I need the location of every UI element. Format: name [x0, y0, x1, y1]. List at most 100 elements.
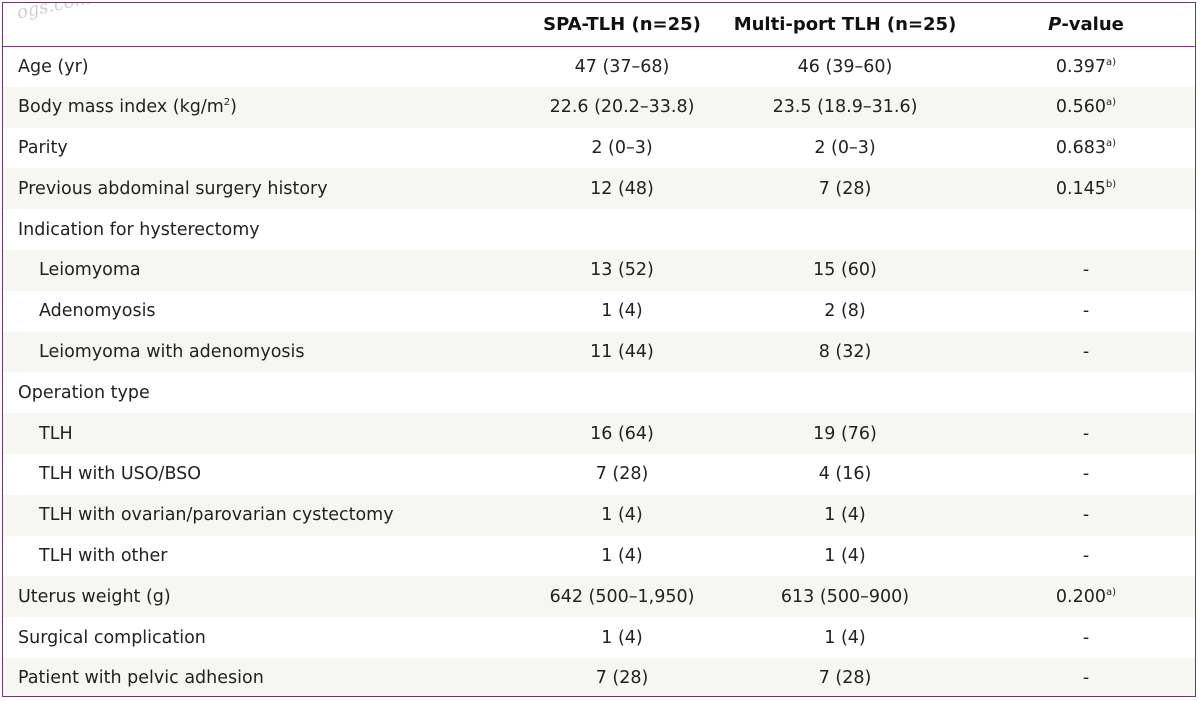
table-row: Adenomyosis 1 (4) 2 (8) - — [3, 290, 1195, 332]
multi-value: 7 (28) — [818, 178, 872, 199]
p-number: 0.200 — [1055, 586, 1107, 607]
row-label: Leiomyoma — [39, 260, 141, 281]
spa-value: 2 (0–3) — [591, 137, 653, 158]
spa-value: 642 (500–1,950) — [549, 586, 695, 607]
row-label: Previous abdominal surgery history — [18, 178, 328, 199]
multi-value: 7 (28) — [818, 668, 872, 689]
spa-value: 22.6 (20.2–33.8) — [549, 97, 695, 118]
table-row: Uterus weight (g) 642 (500–1,950) 613 (5… — [3, 576, 1195, 618]
multi-value: 4 (16) — [818, 464, 872, 485]
row-label-end: ) — [230, 97, 237, 118]
spa-value: 7 (28) — [595, 668, 649, 689]
spa-value: 7 (28) — [595, 464, 649, 485]
multi-value: 23.5 (18.9–31.6) — [772, 97, 918, 118]
spa-value — [529, 209, 715, 250]
p-value: - — [1082, 341, 1090, 362]
p-value: - — [1082, 505, 1090, 526]
row-label: Leiomyoma with adenomyosis — [39, 341, 305, 362]
p-value: - — [1082, 627, 1090, 648]
multi-value: 1 (4) — [824, 545, 866, 566]
spa-value: 1 (4) — [601, 545, 643, 566]
spa-value: 11 (44) — [590, 341, 654, 362]
multi-value: 1 (4) — [824, 505, 866, 526]
table-row: TLH with USO/BSO 7 (28) 4 (16) - — [3, 453, 1195, 495]
spa-value: 16 (64) — [590, 423, 654, 444]
table-row: Leiomyoma with adenomyosis 11 (44) 8 (32… — [3, 331, 1195, 373]
spa-value: 12 (48) — [590, 178, 654, 199]
multi-value: 2 (8) — [824, 301, 866, 322]
p-footnote: b) — [1105, 178, 1117, 190]
spa-value: 1 (4) — [601, 505, 643, 526]
p-footnote: a) — [1106, 56, 1117, 68]
section-label: Operation type — [18, 382, 150, 403]
p-footnote: a) — [1106, 97, 1117, 109]
p-number: 0.683 — [1055, 137, 1107, 158]
row-label: Parity — [18, 137, 68, 158]
spa-value: 1 (4) — [601, 627, 643, 648]
table-row: Patient with pelvic adhesion 7 (28) 7 (2… — [3, 657, 1195, 696]
multi-value: 613 (500–900) — [780, 586, 910, 607]
multi-value — [715, 209, 975, 250]
spa-value: 47 (37–68) — [574, 56, 670, 77]
row-label-text: Body mass index (kg/m — [18, 97, 224, 118]
header-multiport-tlh: Multi-port TLH (n=25) — [733, 13, 957, 35]
row-label: TLH with ovarian/parovarian cystectomy — [39, 505, 394, 526]
p-value — [975, 372, 1195, 413]
multi-value: 19 (76) — [813, 423, 877, 444]
row-label: Uterus weight (g) — [18, 586, 171, 607]
spa-value — [529, 372, 715, 413]
multi-value: 15 (60) — [813, 260, 877, 281]
row-label: Adenomyosis — [39, 301, 156, 322]
p-value: - — [1082, 545, 1090, 566]
table-row: Previous abdominal surgery history 12 (4… — [3, 168, 1195, 210]
row-label: Age (yr) — [18, 56, 89, 77]
row-label: TLH — [39, 423, 73, 444]
table-row: Age (yr) 47 (37–68) 46 (39–60) 0.397a) — [3, 46, 1195, 87]
p-value: 0.683a) — [975, 128, 1195, 169]
multi-value: 1 (4) — [824, 627, 866, 648]
section-label: Indication for hysterectomy — [18, 219, 260, 240]
header-p-italic: P — [1048, 13, 1062, 35]
row-label: TLH with other — [39, 545, 168, 566]
p-value: - — [1082, 423, 1090, 444]
table-row: Leiomyoma 13 (52) 15 (60) - — [3, 249, 1195, 291]
spa-value: 1 (4) — [601, 301, 643, 322]
p-value: 0.200a) — [975, 576, 1195, 617]
row-label: TLH with USO/BSO — [39, 464, 202, 485]
table-row: Body mass index (kg/m2) 22.6 (20.2–33.8)… — [3, 86, 1195, 128]
p-number: 0.560 — [1055, 97, 1107, 118]
multi-value: 8 (32) — [818, 341, 872, 362]
p-footnote: a) — [1106, 586, 1117, 598]
p-value: - — [1082, 464, 1090, 485]
p-value: 0.560a) — [975, 87, 1195, 128]
p-value: - — [1082, 668, 1090, 689]
p-footnote: a) — [1106, 138, 1117, 150]
row-label: Body mass index (kg/m2) — [3, 87, 529, 128]
multi-value: 2 (0–3) — [814, 137, 876, 158]
spa-value: 13 (52) — [590, 260, 654, 281]
table-row: Surgical complication 1 (4) 1 (4) - — [3, 617, 1195, 658]
table-body: Age (yr) 47 (37–68) 46 (39–60) 0.397a) B… — [3, 46, 1195, 696]
characteristics-table: SPA-TLH (n=25) Multi-port TLH (n=25) P-v… — [3, 3, 1195, 696]
table-row-section: Operation type — [3, 372, 1195, 414]
p-value: - — [1082, 260, 1090, 281]
table-row: TLH 16 (64) 19 (76) - — [3, 413, 1195, 454]
header-spa-tlh: SPA-TLH (n=25) — [543, 13, 701, 35]
row-label: Surgical complication — [18, 627, 206, 648]
p-value: 0.145b) — [975, 168, 1195, 209]
row-label-sup: 2 — [223, 97, 231, 109]
p-value: - — [1082, 301, 1090, 322]
header-label — [3, 3, 529, 46]
table-row: TLH with other 1 (4) 1 (4) - — [3, 535, 1195, 577]
row-label: Patient with pelvic adhesion — [18, 668, 264, 689]
table-row: TLH with ovarian/parovarian cystectomy 1… — [3, 494, 1195, 536]
table-row-section: Indication for hysterectomy — [3, 209, 1195, 250]
header-row: SPA-TLH (n=25) Multi-port TLH (n=25) P-v… — [3, 3, 1195, 46]
table-row: Parity 2 (0–3) 2 (0–3) 0.683a) — [3, 127, 1195, 169]
p-number: 0.397 — [1055, 56, 1107, 77]
p-value — [975, 209, 1195, 250]
p-value: 0.397a) — [975, 46, 1195, 87]
p-number: 0.145 — [1055, 178, 1106, 199]
header-p-value: P-value — [975, 3, 1195, 46]
